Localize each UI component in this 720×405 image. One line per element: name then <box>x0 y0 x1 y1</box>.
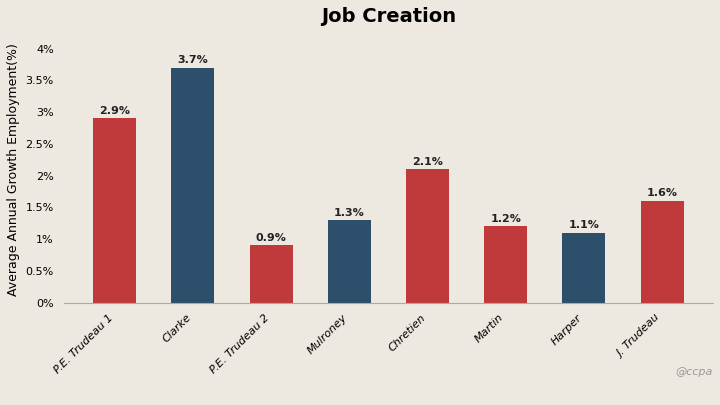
Text: 0.9%: 0.9% <box>256 233 287 243</box>
Bar <box>171 68 215 303</box>
Bar <box>93 118 136 303</box>
Bar <box>562 233 606 303</box>
Title: Job Creation: Job Creation <box>321 7 456 26</box>
Text: 3.7%: 3.7% <box>177 55 208 65</box>
Bar <box>484 226 527 303</box>
Y-axis label: Average Annual Growth Employment(%): Average Annual Growth Employment(%) <box>7 43 20 296</box>
Bar <box>406 169 449 303</box>
Text: @ccpa: @ccpa <box>675 367 713 377</box>
Bar <box>328 220 371 303</box>
Text: 2.9%: 2.9% <box>99 106 130 116</box>
Text: 1.6%: 1.6% <box>647 188 678 198</box>
Bar <box>250 245 292 303</box>
Bar <box>641 201 683 303</box>
Text: 1.3%: 1.3% <box>334 207 364 217</box>
Text: 1.1%: 1.1% <box>568 220 599 230</box>
Text: 1.2%: 1.2% <box>490 214 521 224</box>
Text: 2.1%: 2.1% <box>412 157 443 167</box>
